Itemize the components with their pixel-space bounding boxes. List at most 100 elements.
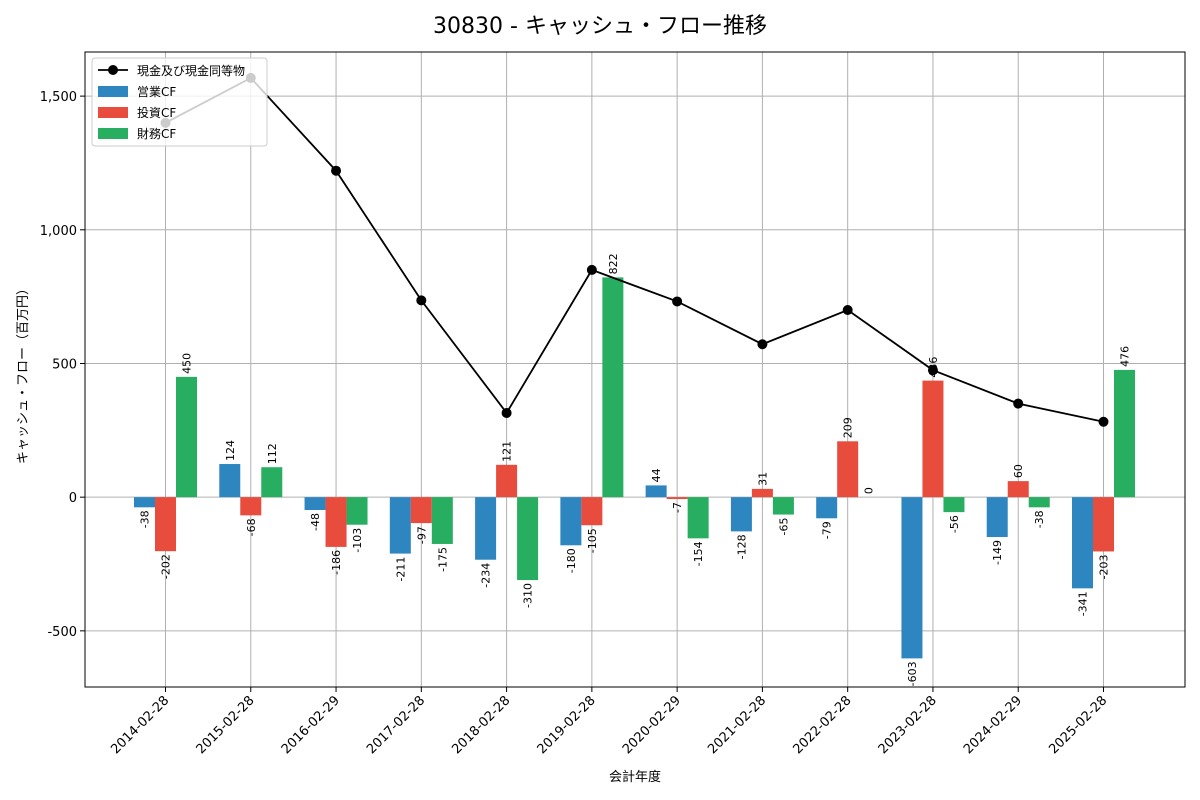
bar-投資CF-2015-02-28 [240, 497, 262, 516]
y-tick-label: 1,000 [40, 224, 77, 239]
chart-title: 30830 - キャッシュ・フロー推移 [433, 14, 767, 39]
data-label: -68 [245, 518, 258, 536]
legend-marker [108, 65, 118, 75]
bar-投資CF-2016-02-29 [325, 497, 347, 547]
y-tick-label: 0 [69, 491, 77, 506]
bar-財務CF-2019-02-28 [602, 277, 624, 498]
data-label: -38 [1033, 510, 1046, 528]
cash-point-2022-02-28 [842, 305, 853, 316]
data-label: -175 [436, 547, 449, 572]
cash-point-2019-02-28 [586, 264, 597, 275]
data-label: -128 [735, 534, 748, 559]
data-label: 124 [224, 440, 237, 461]
data-label: -103 [351, 528, 364, 553]
data-label: -603 [906, 661, 919, 686]
x-axis-label: 会計年度 [609, 769, 661, 785]
data-label: 31 [756, 472, 769, 486]
y-tick-label: 1,500 [40, 90, 77, 105]
legend-box [91, 57, 268, 147]
bar-投資CF-2019-02-28 [581, 497, 603, 526]
bar-投資CF-2014-02-28 [155, 497, 176, 552]
data-label: -97 [415, 526, 428, 544]
cash-point-2024-02-29 [1013, 398, 1024, 409]
data-label: 209 [842, 417, 855, 438]
bar-投資CF-2020-02-29 [666, 497, 688, 500]
bar-営業CF-2014-02-28 [134, 497, 155, 508]
bar-投資CF-2021-02-28 [751, 488, 773, 498]
bar-営業CF-2021-02-28 [730, 497, 752, 532]
data-label: 44 [650, 468, 663, 482]
data-label: -186 [330, 550, 343, 575]
bar-財務CF-2023-02-28 [943, 497, 965, 513]
data-label: -149 [991, 540, 1004, 565]
bar-財務CF-2025-02-28 [1114, 369, 1135, 498]
data-label: -105 [586, 528, 599, 553]
bar-財務CF-2018-02-28 [517, 497, 539, 581]
data-label: -310 [522, 583, 535, 608]
bars-layer [134, 277, 1135, 659]
y-tick-label: 500 [52, 357, 77, 372]
bar-営業CF-2022-02-28 [816, 497, 838, 519]
legend-label: 投資CF [137, 105, 176, 120]
bar-投資CF-2017-02-28 [410, 497, 432, 524]
data-label: -65 [777, 518, 790, 536]
data-label: -203 [1098, 554, 1111, 579]
data-label: 112 [266, 443, 279, 464]
bar-営業CF-2023-02-28 [901, 497, 923, 659]
data-label: -38 [139, 510, 152, 528]
legend-label: 現金及び現金同等物 [137, 63, 245, 78]
cash-point-2023-02-28 [927, 365, 938, 376]
data-label: -234 [480, 563, 493, 588]
data-label: 822 [607, 253, 620, 274]
legend-label: 営業CF [137, 85, 176, 99]
data-labels-layer: -38 124 -48 -211 -234 -180 44 -128 -79 -603 -149 -3… [139, 253, 1132, 686]
cash-point-2025-02-28 [1098, 416, 1109, 427]
bar-営業CF-2025-02-28 [1072, 497, 1093, 589]
bar-営業CF-2015-02-28 [219, 464, 241, 498]
bar-営業CF-2020-02-29 [645, 485, 667, 498]
bar-投資CF-2024-02-29 [1007, 481, 1029, 498]
bar-財務CF-2016-02-29 [346, 497, 368, 525]
cash-equivalents-line [165, 76, 1104, 423]
data-label: -341 [1077, 591, 1090, 616]
cash-point-2016-02-29 [331, 165, 342, 176]
bar-営業CF-2024-02-29 [986, 497, 1008, 538]
y-axis-ticks: -500 0 500 1,000 1,500 [40, 90, 85, 640]
bar-営業CF-2019-02-28 [560, 497, 582, 546]
data-label: 436 [927, 357, 940, 378]
bar-営業CF-2016-02-29 [304, 497, 326, 511]
bar-財務CF-2024-02-29 [1028, 497, 1050, 508]
y-axis-label: キャッシュ・フロー（百万円） [16, 282, 31, 464]
legend-swatch [98, 128, 128, 139]
legend-label: 財務CF [137, 126, 176, 141]
bar-財務CF-2017-02-28 [431, 497, 453, 544]
data-label: -180 [565, 548, 578, 573]
data-label: 121 [501, 441, 514, 462]
data-label: -56 [948, 515, 961, 533]
bar-営業CF-2018-02-28 [475, 497, 497, 560]
plot-frame [84, 51, 1186, 688]
bar-営業CF-2017-02-28 [389, 497, 411, 554]
bar-財務CF-2020-02-29 [687, 497, 709, 539]
cash-point-2017-02-28 [416, 295, 427, 306]
bar-投資CF-2025-02-28 [1093, 497, 1114, 552]
data-label: -7 [671, 502, 684, 513]
cash-point-2018-02-28 [501, 407, 512, 418]
data-label: -154 [692, 541, 705, 566]
legend-swatch [98, 86, 128, 97]
data-label: -48 [309, 513, 322, 531]
bar-財務CF-2015-02-28 [261, 467, 283, 498]
data-label: -202 [160, 554, 173, 579]
cash-point-2020-02-29 [672, 296, 683, 307]
data-label: 476 [1119, 346, 1132, 367]
bar-財務CF-2014-02-28 [176, 376, 197, 498]
data-label: -211 [394, 557, 407, 582]
bar-投資CF-2023-02-28 [922, 380, 944, 498]
bar-財務CF-2021-02-28 [772, 497, 794, 515]
legend-swatch [98, 107, 128, 118]
data-label: 0 [863, 487, 876, 494]
data-label: 450 [181, 353, 194, 374]
bar-投資CF-2018-02-28 [496, 464, 518, 498]
